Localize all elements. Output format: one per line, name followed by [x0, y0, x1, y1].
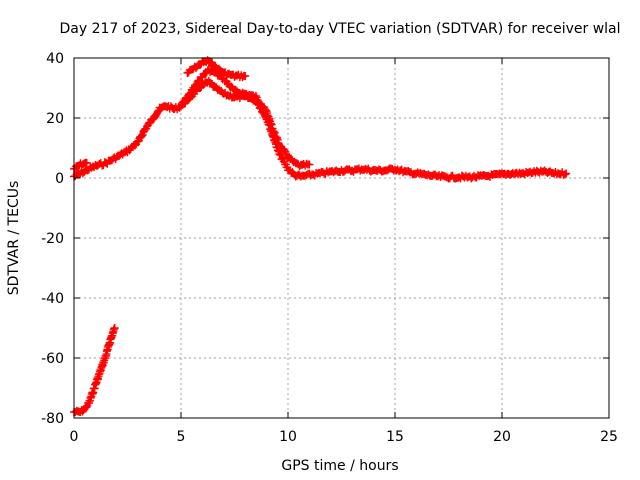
series-main-track — [70, 76, 571, 183]
data-point-marker — [82, 403, 91, 412]
y-axis-label: SDTVAR / TECUs — [6, 181, 22, 296]
data-point-marker — [241, 72, 250, 80]
series-top-branch — [183, 56, 250, 82]
series-early-bump — [70, 158, 91, 173]
y-tick-label: -60 — [41, 351, 64, 367]
x-tick-label: 15 — [386, 429, 404, 445]
series-low-track — [70, 324, 119, 417]
y-tick-label: -20 — [41, 231, 64, 247]
y-tick-label: 0 — [55, 171, 64, 187]
x-axis-label: GPS time / hours — [281, 458, 398, 474]
y-tick-label: 20 — [46, 111, 64, 127]
data-point-marker — [185, 90, 194, 99]
data-point-marker — [305, 160, 314, 169]
chart-title: Day 217 of 2023, Sidereal Day-to-day VTE… — [59, 21, 620, 37]
data-point-marker — [251, 91, 260, 100]
data-point-marker — [82, 159, 91, 167]
data-point-marker — [195, 77, 204, 86]
y-tick-label: -40 — [41, 291, 64, 307]
x-tick-label: 0 — [70, 429, 79, 445]
y-tick-label: -80 — [41, 411, 64, 427]
data-point-marker — [560, 170, 569, 179]
x-tick-label: 5 — [177, 429, 186, 445]
x-tick-label: 20 — [493, 429, 511, 445]
axis-ticks: 0 5 10 15 20 25 -80 -60 -40 -20 0 20 40 — [41, 51, 618, 445]
x-tick-label: 25 — [600, 429, 618, 445]
data-point-marker — [177, 101, 185, 110]
data-point-marker — [562, 169, 571, 178]
grid-lines — [74, 58, 609, 418]
data-series — [70, 56, 571, 417]
data-point-marker — [110, 324, 119, 332]
data-point-marker — [280, 146, 289, 155]
x-tick-label: 10 — [279, 429, 297, 445]
y-tick-label: 40 — [46, 51, 64, 67]
